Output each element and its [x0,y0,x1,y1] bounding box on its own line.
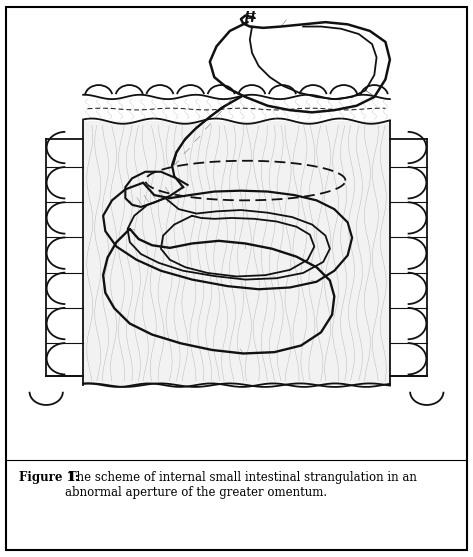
Text: The scheme of internal small intestinal strangulation in an
abnormal aperture of: The scheme of internal small intestinal … [65,471,417,499]
Text: Figure 1:: Figure 1: [19,471,79,483]
Bar [83,121,390,385]
